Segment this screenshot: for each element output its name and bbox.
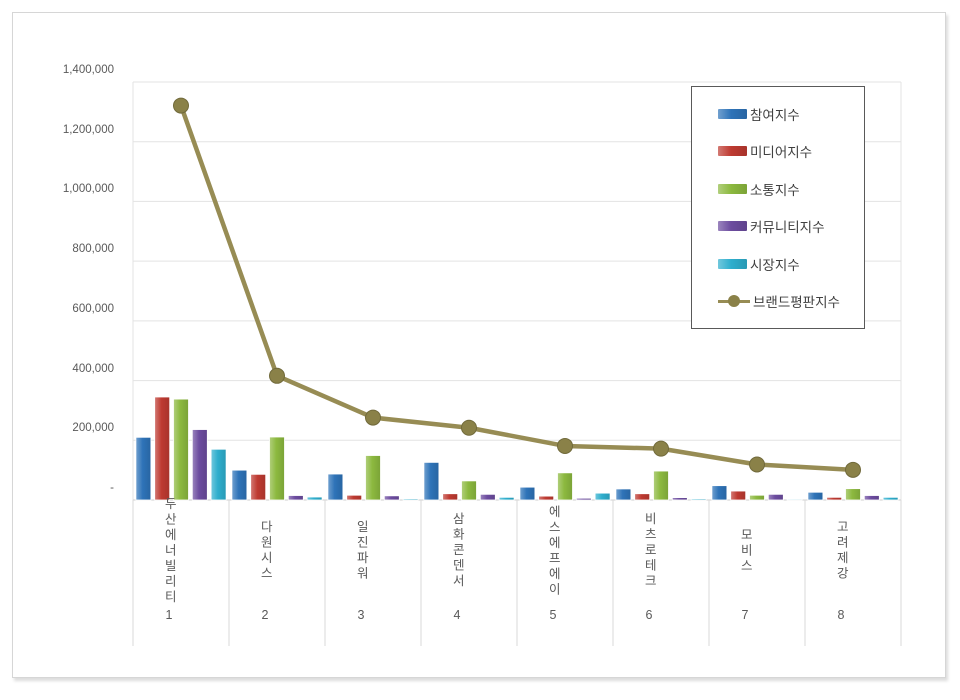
bar (287, 495, 304, 501)
bar (863, 495, 880, 501)
legend-label: 미디어지수 (750, 145, 813, 161)
bar (538, 495, 555, 501)
line-marker (845, 461, 861, 478)
legend-swatch-bar (718, 146, 747, 157)
bar (730, 490, 747, 501)
bar (615, 488, 632, 501)
bar (402, 498, 419, 501)
bar (882, 496, 899, 501)
legend-item: 커뮤니티지수 (718, 213, 864, 239)
legend-swatch-bar (718, 221, 747, 232)
bar (346, 494, 363, 501)
line-marker (365, 409, 381, 426)
bar (154, 396, 171, 501)
legend-item: 소통지수 (718, 176, 864, 202)
bar (807, 491, 824, 501)
bar (845, 488, 861, 501)
legend-label: 브랜드평판지수 (753, 295, 840, 311)
line-marker (653, 440, 669, 457)
brand-index-line (178, 104, 854, 473)
bar (191, 429, 208, 501)
bar (498, 496, 515, 501)
bar (231, 469, 248, 501)
legend-swatch-bar (718, 258, 747, 269)
line-marker (749, 456, 765, 473)
legend-label: 참여지수 (750, 107, 800, 123)
bar (749, 494, 765, 501)
legend-item: 미디어지수 (718, 138, 864, 164)
bar (575, 497, 592, 501)
bar (250, 473, 267, 501)
legend-swatch-bar (718, 183, 747, 194)
bar (826, 496, 843, 501)
legend-label: 커뮤니티지수 (750, 220, 825, 236)
bar (383, 495, 400, 501)
bar (173, 398, 189, 501)
bar (479, 493, 496, 501)
legend-item: 시장지수 (718, 251, 864, 277)
legend: 참여지수 미디어지수 소통지수 커뮤니티지수 시장지수 (691, 86, 865, 329)
bar (653, 470, 669, 501)
bar (269, 436, 285, 501)
bar (690, 498, 707, 501)
bar (767, 493, 784, 501)
bar (461, 480, 477, 501)
bar (327, 473, 344, 501)
legend-item: 브랜드평판지수 (718, 288, 864, 314)
chart-canvas (132, 81, 902, 646)
bar (557, 472, 573, 501)
legend-swatch-bar (718, 108, 747, 119)
bar (365, 455, 381, 501)
bar (594, 492, 611, 501)
line-marker (269, 367, 285, 384)
line-marker (461, 419, 477, 436)
bar (423, 461, 440, 501)
legend-swatch-line (718, 294, 750, 308)
chart-frame: -200,000 400,000 600,000 800,000 1,000,000 1,… (12, 12, 946, 678)
line-marker (557, 437, 573, 454)
bar (634, 493, 651, 501)
bar (519, 486, 536, 501)
bar (306, 496, 323, 501)
bar (442, 493, 459, 501)
bar (711, 485, 728, 501)
line-swatch-marker-icon (728, 295, 740, 308)
legend-label: 시장지수 (750, 257, 800, 273)
bar (210, 448, 227, 501)
legend-label: 소통지수 (750, 182, 800, 198)
bar (786, 498, 803, 501)
legend-item: 참여지수 (718, 101, 864, 127)
bar (671, 497, 688, 501)
bar (135, 436, 152, 501)
line-marker (173, 97, 189, 114)
